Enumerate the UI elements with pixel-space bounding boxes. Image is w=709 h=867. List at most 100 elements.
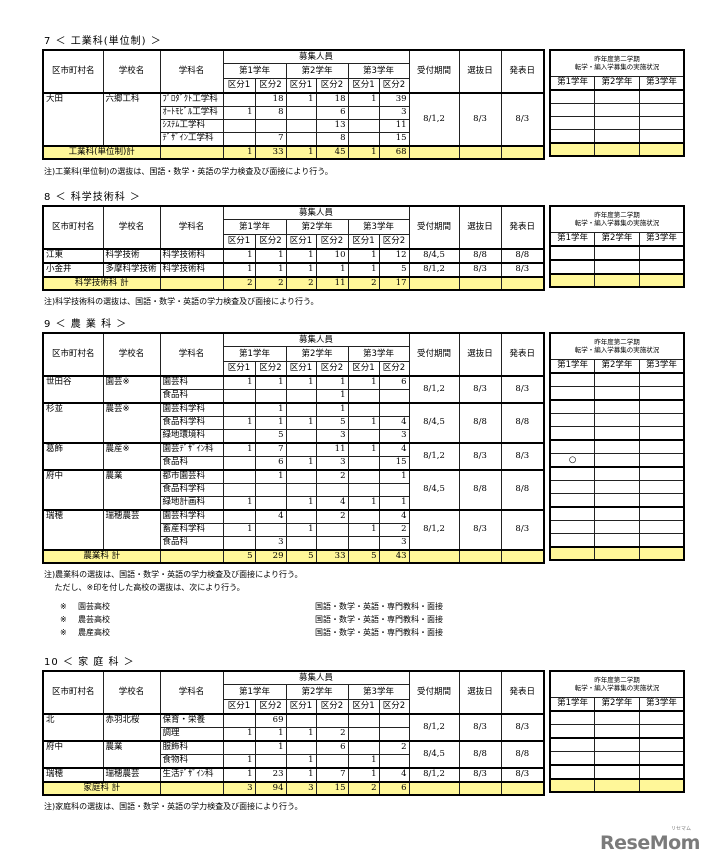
value-cell: 1: [285, 753, 317, 768]
value-cell: 1: [254, 726, 287, 741]
total-blank: [549, 778, 596, 793]
status-cell: [638, 520, 685, 534]
value-cell: [347, 739, 380, 755]
status-cell: [638, 506, 685, 521]
value-cell: 1: [222, 105, 256, 120]
header-row: 第1学年 第2学年 第3学年: [43, 346, 544, 362]
special-subjects: 国語・数学・英語・専門教科・面接: [315, 627, 443, 637]
header-grade: 第1学年: [549, 75, 596, 91]
status-cell: [594, 724, 640, 739]
status-cell: [594, 466, 640, 481]
value-cell: 10: [315, 247, 349, 263]
total-label: 工業科(単位制)計: [42, 144, 161, 159]
status-cell: [638, 710, 685, 725]
city-cell: 北: [42, 712, 104, 741]
status-cell: [638, 103, 685, 117]
value-cell: 7: [254, 441, 287, 457]
value-cell: 1: [378, 495, 410, 510]
school-cell: 農産※: [102, 441, 161, 470]
status-cell: ○: [549, 453, 596, 468]
header-period: 受付期間: [408, 205, 460, 249]
header-row: 昨年度第二学期 転学・編入学募集の実施状況: [549, 205, 685, 233]
header-division: 区分1: [285, 361, 317, 376]
value-cell: 1: [254, 739, 287, 755]
selection-date-cell: 8/3: [458, 441, 502, 470]
value-cell: [285, 105, 317, 120]
period-cell: 8/1,2: [408, 712, 460, 741]
header-row: 昨年度第二学期 転学・編入学募集の実施状況: [549, 49, 685, 77]
total-value: 94: [254, 780, 287, 795]
value-cell: 1: [347, 261, 380, 277]
value-cell: 3: [378, 535, 410, 550]
status-cell: [549, 751, 596, 766]
header-division: 区分1: [347, 361, 380, 376]
section-title: 8 ＜ 科学技術科 ＞: [44, 192, 141, 203]
total-blank: [594, 778, 640, 793]
value-cell: [378, 753, 410, 768]
value-cell: 1: [254, 401, 287, 417]
value-cell: 1: [285, 247, 317, 263]
period-cell: 8/4,5: [408, 401, 460, 443]
header-last-year-line1: 昨年度第二学期: [594, 338, 640, 347]
value-cell: 3: [315, 455, 349, 470]
table-row: [549, 129, 685, 144]
header-last-year-line2: 転学・編入学募集の実施状況: [574, 684, 660, 693]
value-cell: [285, 388, 317, 403]
city-cell: 世田谷: [42, 374, 104, 403]
value-cell: 15: [378, 455, 410, 470]
logo-subtext: リセマム: [670, 826, 691, 832]
value-cell: [347, 482, 380, 497]
header-division: 区分1: [285, 234, 317, 249]
value-cell: 1: [315, 374, 349, 390]
header-division: 区分2: [254, 699, 287, 714]
period-cell: 8/1,2: [408, 508, 460, 550]
period-cell: 8/4,5: [408, 739, 460, 768]
value-cell: [222, 428, 256, 443]
header-grade: 第1学年: [549, 231, 596, 247]
header-period: 受付期間: [408, 332, 460, 376]
table-row: 葛飾 農産※ 園芸ﾃﾞｻﾞｲﾝ科 1 7 11 1 4 8/1,2 8/3 8/3: [42, 441, 545, 470]
period-cell: 8/4,5: [408, 468, 460, 510]
section-industrial: 7 ＜ 工業科(単位制) ＞区市町村名 学校名 学科名 募集人員 受付期間 選抜日 発表日第…: [42, 36, 692, 178]
recruitment-table: 区市町村名 学校名 学科名 募集人員 受付期間 選抜日 発表日 第1学年 第2学年 第3学年 区分1…: [42, 205, 546, 291]
header-division: 区分1: [347, 234, 380, 249]
value-cell: 1: [254, 247, 287, 263]
status-cell: [549, 710, 596, 725]
value-cell: [378, 482, 410, 497]
dept-cell: 食品科: [159, 388, 224, 403]
value-cell: 69: [254, 712, 287, 728]
dept-cell: ｵｰﾄﾓﾋﾞﾙ工学科: [159, 105, 224, 120]
value-cell: 1: [347, 495, 380, 510]
notes: 注)科学技術科の選抜は、国語・数学・英語の学力検査及び面接により行う。: [44, 295, 692, 308]
total-label: 科学技術科 計: [42, 275, 161, 290]
value-cell: 1: [285, 415, 317, 430]
status-cell: [638, 129, 685, 144]
city-cell: 瑞穂: [42, 766, 104, 782]
table-row: [549, 520, 685, 534]
total-blank: [638, 778, 685, 793]
header-school: 学校名: [102, 205, 161, 249]
value-cell: [222, 91, 256, 107]
total-row: [549, 273, 685, 288]
header-recruitment: 募集人員: [222, 49, 410, 64]
value-cell: 1: [222, 415, 256, 430]
school-cell: 瑞穂農芸: [102, 508, 161, 550]
selection-date-cell: 8/3: [458, 712, 502, 741]
status-cell: [549, 386, 596, 401]
status-cell: [638, 737, 685, 752]
total-value: 1: [222, 144, 256, 159]
total-blank: [458, 144, 502, 159]
header-selection: 選抜日: [458, 670, 502, 714]
status-cell: [549, 413, 596, 427]
value-cell: 8: [315, 131, 349, 146]
special-mark: ※: [60, 601, 67, 611]
status-cell: [638, 466, 685, 481]
announcement-date-cell: 8/3: [500, 91, 545, 146]
value-cell: 8: [254, 105, 287, 120]
header-recruitment: 募集人員: [222, 332, 410, 347]
value-cell: [347, 712, 380, 728]
value-cell: [347, 468, 380, 484]
status-cell: [594, 129, 640, 144]
table-row: [549, 737, 685, 752]
dept-cell: 食品科学科: [159, 482, 224, 497]
